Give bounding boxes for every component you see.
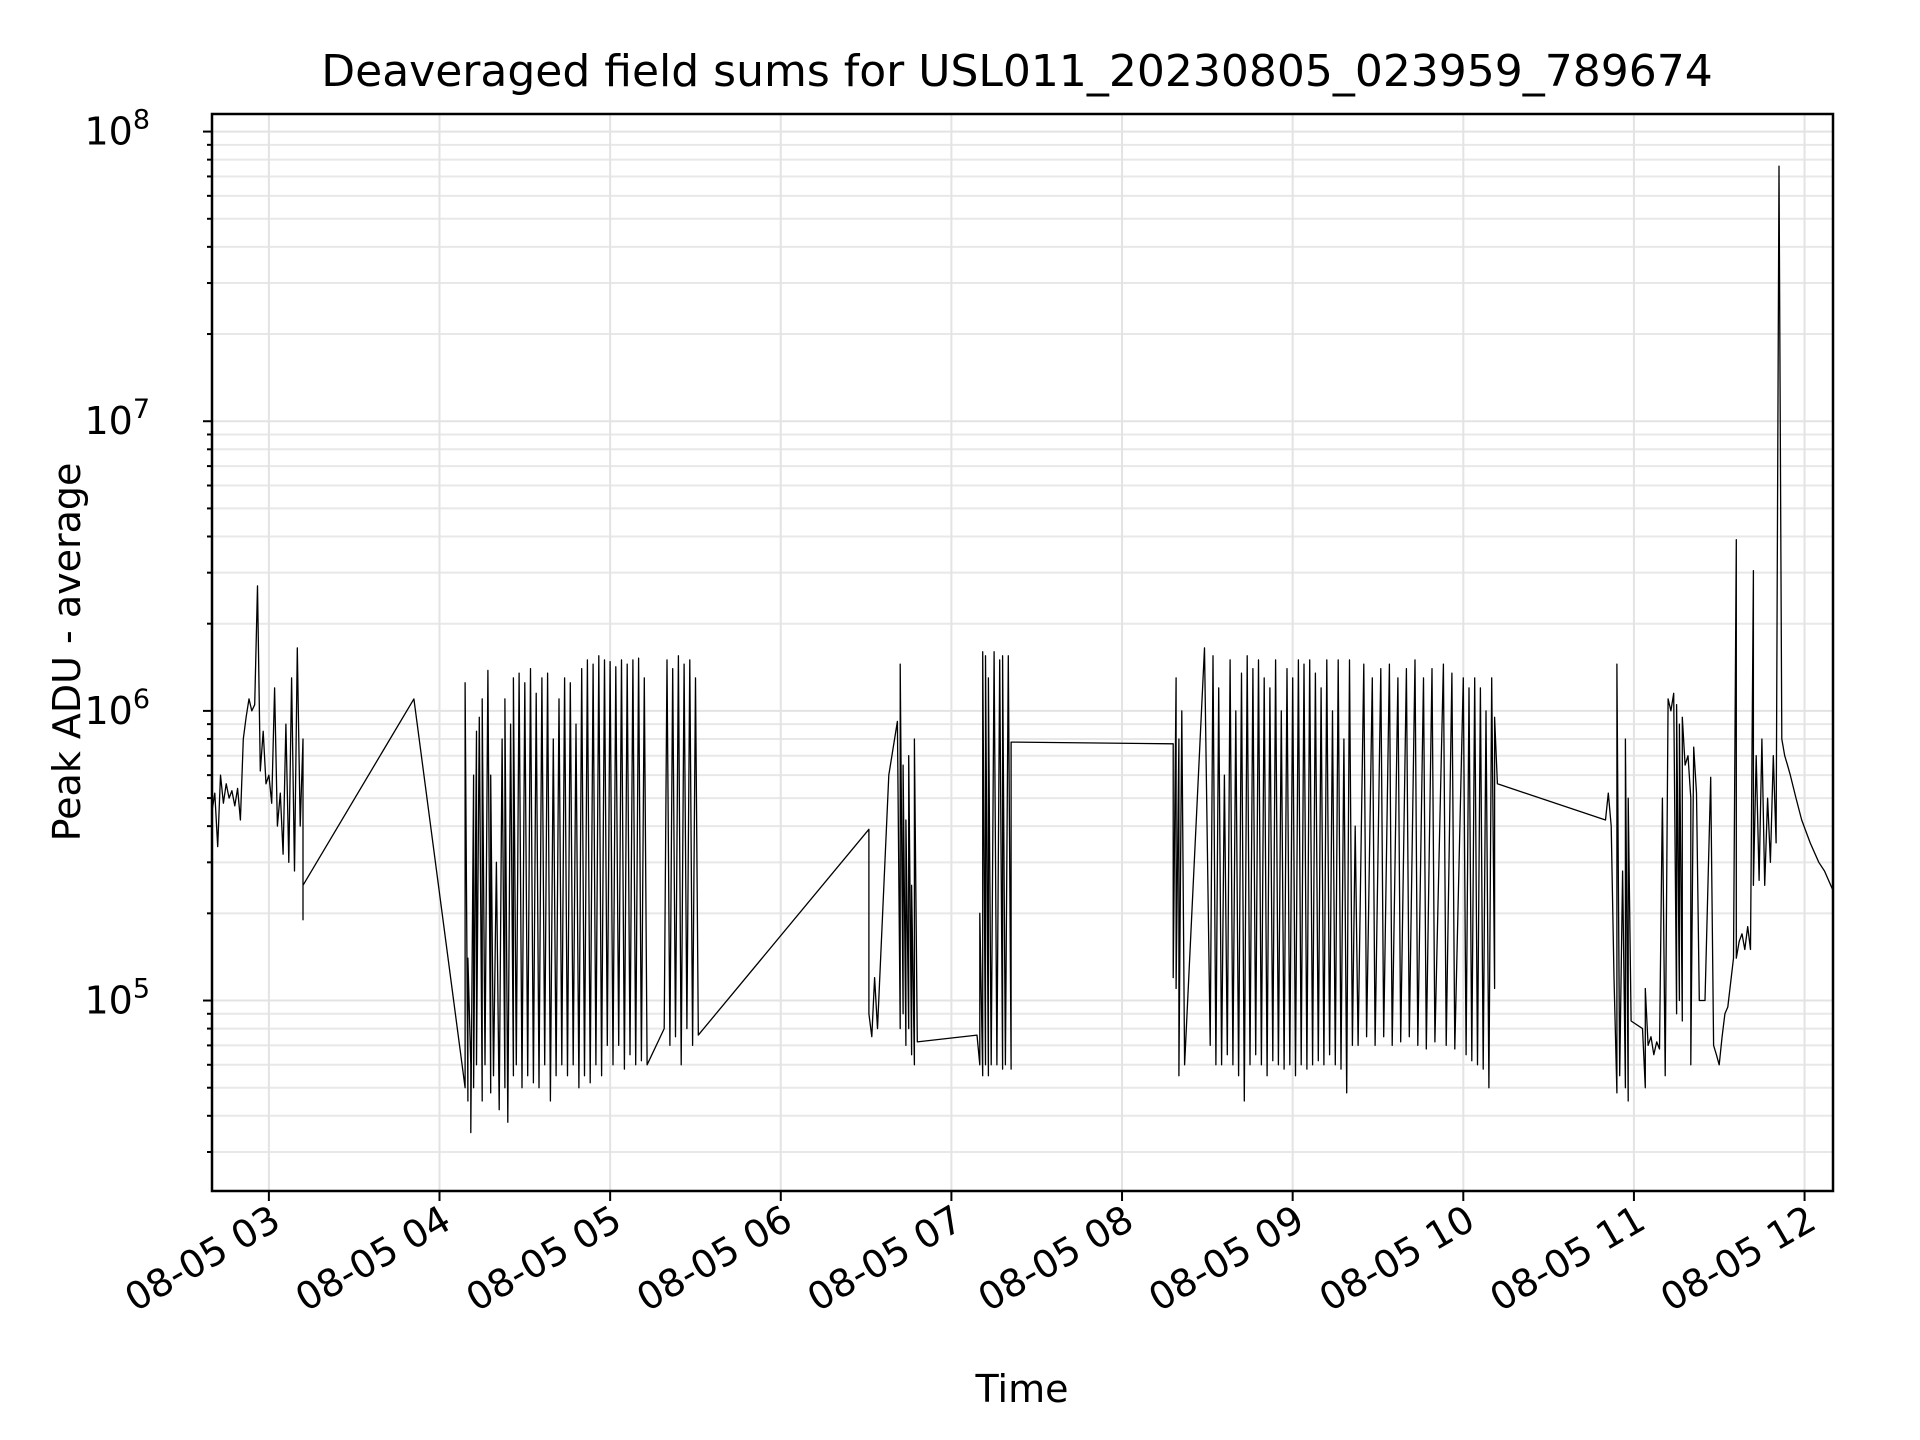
grid [212,114,1833,1191]
x-tick-label: 08-05 11 [1482,1197,1652,1321]
x-tick-label: 08-05 10 [1312,1197,1482,1321]
x-tick-label: 08-05 06 [629,1197,799,1321]
x-tick-label: 08-05 07 [800,1197,970,1321]
y-axis-label: Peak ADU - average [45,463,89,842]
series-line [211,165,1834,1134]
x-tick-label: 08-05 05 [459,1197,629,1321]
y-tick-label: 105 [84,974,150,1023]
x-tick-label: 08-05 08 [971,1197,1141,1321]
y-tick-label: 106 [84,684,150,733]
chart-title: Deaveraged field sums for USL011_2023080… [321,46,1713,97]
x-tick-label: 08-05 03 [117,1197,287,1321]
x-tick-label: 08-05 09 [1141,1197,1311,1321]
y-axis: 105 106 107 108 [84,105,212,1153]
y-tick-label: 107 [84,394,150,443]
series-layer [211,165,1834,1134]
x-axis: 08-05 03 08-05 04 08-05 05 08-05 06 08-05 07… [117,1191,1823,1320]
plot-area [210,112,1835,1193]
y-tick-label: 108 [84,105,150,154]
x-tick-label: 08-05 12 [1653,1197,1823,1321]
x-tick-label: 08-05 04 [288,1197,458,1321]
x-axis-label: Time [975,1367,1069,1411]
